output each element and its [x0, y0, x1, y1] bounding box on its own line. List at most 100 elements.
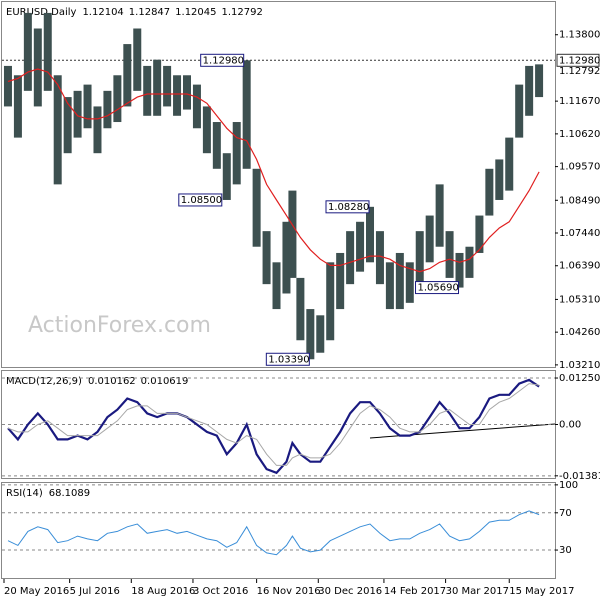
y-tick-label: 1.07440: [559, 228, 600, 239]
y-tick-label: 1.13800: [559, 30, 600, 41]
price-bar: [73, 90, 82, 138]
annotation-label: 1.08500: [181, 195, 222, 206]
price-bar: [455, 252, 464, 288]
series-line: [7, 510, 540, 556]
annotation-label: 1.08280: [328, 202, 369, 213]
price-bar: [23, 12, 32, 91]
price-bar: [232, 122, 241, 185]
price-panel: [1, 1, 556, 368]
y-tick-label: 1.11670: [559, 96, 600, 107]
y-tick-label: 0.012509: [559, 373, 600, 384]
price-bar: [435, 184, 444, 247]
watermark: ActionForex.com: [28, 313, 211, 338]
price-bar: [306, 309, 315, 360]
level-label: 1.12980: [559, 55, 600, 66]
price-bar: [272, 262, 281, 310]
price-bar: [212, 122, 221, 169]
x-tick-label: 18 Aug 2016: [131, 586, 195, 597]
price-bar: [202, 106, 211, 154]
price-bar: [53, 75, 62, 185]
price-bar: [375, 231, 384, 285]
price-bar: [163, 65, 172, 107]
price-bar: [83, 84, 92, 129]
y-tick-label: 1.09570: [559, 162, 600, 173]
moving-average: [7, 68, 540, 273]
y-tick-label: 1.03210: [559, 360, 600, 371]
price-bar: [3, 65, 12, 107]
price-bar: [515, 84, 524, 138]
panel-title: MACD(12,26,9): [6, 376, 82, 387]
y-tick-label: 1.06390: [559, 261, 600, 272]
price-bar: [252, 168, 261, 247]
price-bar: [43, 12, 52, 91]
price-bar: [475, 215, 484, 253]
series-line: [7, 383, 540, 466]
price-bar: [133, 28, 142, 91]
price-bar: [485, 168, 494, 216]
y-tick-label: 1.04260: [559, 327, 600, 338]
annotation-box: [200, 53, 245, 67]
price-bar: [346, 231, 355, 285]
price-bar: [153, 59, 162, 116]
header-value: 1.12847: [129, 7, 170, 18]
annotation-label: 1.12980: [203, 55, 244, 66]
price-bar: [326, 262, 335, 341]
x-tick-label: 14 Feb 2017: [384, 586, 446, 597]
series-line: [7, 378, 540, 475]
annotation-box: [325, 200, 370, 214]
level-box: [556, 53, 600, 67]
y-tick-label: 1.10620: [559, 129, 600, 140]
price-bar: [395, 252, 404, 310]
header-value: 1.12104: [82, 7, 123, 18]
panel-title: EURUSD,Daily: [6, 7, 77, 18]
price-bar: [103, 90, 112, 129]
price-bar: [93, 106, 102, 154]
price-bar: [356, 221, 365, 272]
rsi-panel: [1, 482, 556, 579]
header-value: 0.010162: [88, 376, 136, 387]
price-bar: [535, 64, 544, 98]
price-bar: [13, 75, 22, 138]
annotation-label: 1.03390: [268, 354, 309, 365]
price-bar: [242, 60, 251, 169]
y-tick-label: 1.08490: [559, 195, 600, 206]
price-bar: [123, 44, 132, 107]
y-tick-label: 0.00: [559, 420, 581, 431]
y-tick-label: 100: [559, 480, 578, 491]
price-bar: [173, 75, 182, 116]
price-bar: [288, 190, 297, 278]
price-bar: [525, 65, 534, 116]
price-bar: [385, 262, 394, 310]
y-tick-label: -0.013813: [559, 471, 600, 482]
y-tick-label: 1.05310: [559, 294, 600, 305]
price-bar: [192, 84, 201, 129]
price-bar: [405, 262, 414, 303]
price-bar: [425, 215, 434, 263]
price-bar: [336, 252, 345, 310]
x-tick-label: 3 Oct 2016: [193, 586, 248, 597]
price-bar: [143, 65, 152, 116]
annotation-box: [265, 352, 310, 366]
y-tick-label: 30: [559, 545, 572, 556]
price-bar: [63, 97, 72, 154]
x-tick-label: 15 May 2017: [509, 586, 574, 597]
price-bar: [282, 221, 291, 294]
price-bar: [296, 277, 305, 341]
price-bar: [316, 315, 325, 353]
price-bar: [113, 75, 122, 123]
price-bar: [366, 206, 375, 263]
price-bar: [445, 231, 454, 278]
price-bar: [465, 246, 474, 278]
annotation-box: [178, 193, 223, 207]
price-bar: [505, 137, 514, 191]
last-price-label: 1.12792: [559, 66, 600, 77]
price-bar: [415, 231, 424, 294]
y-tick-label: 70: [559, 508, 572, 519]
header-value: 1.12045: [175, 7, 216, 18]
header-value: 68.1089: [49, 488, 90, 499]
price-bar: [262, 231, 271, 285]
price-bar: [222, 153, 231, 200]
header-value: 1.12792: [222, 7, 263, 18]
price-bar: [495, 159, 504, 200]
annotation-label: 1.05690: [418, 283, 459, 294]
